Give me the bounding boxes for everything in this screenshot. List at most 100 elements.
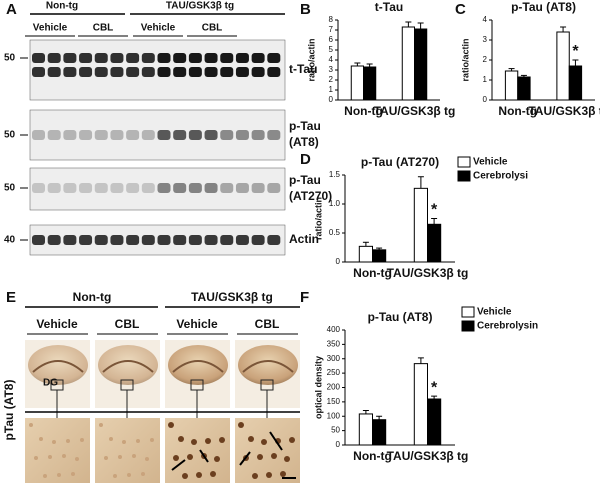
blot-band: [251, 53, 265, 63]
treatment-label: CBL: [115, 317, 140, 331]
blot-band: [204, 67, 218, 77]
chart-title: p-Tau (AT8): [368, 310, 433, 324]
panel-label: F: [300, 289, 309, 306]
group-label: Non-tg: [46, 1, 78, 12]
blot-band: [267, 67, 281, 77]
cell: [52, 440, 56, 444]
bar: [427, 398, 442, 446]
cell: [122, 440, 126, 444]
y-axis-label: ratio/actin: [306, 38, 316, 81]
blot-band: [47, 53, 61, 63]
group-label: TAU/GSK3β tg: [166, 1, 234, 12]
chart-title: p-Tau (AT8): [511, 0, 576, 14]
cell: [205, 438, 211, 444]
cell: [168, 422, 174, 428]
blot-band: [173, 53, 187, 63]
cell: [219, 437, 225, 443]
y-tick-label: 1.5: [329, 170, 341, 179]
blot-band: [220, 53, 234, 63]
x-tick-label: TAU/GSK3β tg: [387, 266, 469, 280]
band-label: (AT8): [289, 135, 319, 149]
significance-marker: *: [572, 43, 579, 60]
blot-band: [126, 67, 140, 77]
blot-band: [267, 130, 281, 140]
zoom-image: [95, 418, 160, 483]
blot-band: [235, 235, 249, 245]
blot-band: [251, 67, 265, 77]
blot-band: [79, 235, 93, 245]
blot-band: [251, 235, 265, 245]
y-tick-label: 350: [327, 339, 341, 348]
blot-band: [126, 130, 140, 140]
cell: [113, 474, 117, 478]
significance-marker: *: [431, 202, 438, 219]
cell: [284, 456, 290, 462]
mw-label: 50: [4, 53, 16, 64]
blot-band: [63, 53, 77, 63]
y-tick-label: 1: [329, 85, 334, 94]
blot-band: [220, 67, 234, 77]
zoom-image: [25, 418, 90, 483]
blot-band: [235, 130, 249, 140]
legend-swatch: [461, 320, 475, 332]
band-label: p-Tau: [289, 119, 321, 133]
bar: [372, 419, 387, 446]
blot-strip: [29, 167, 286, 211]
arrow: [239, 451, 251, 466]
legend-swatch: [457, 170, 471, 182]
chart-title: t-Tau: [375, 0, 403, 14]
blot-band: [63, 67, 77, 77]
blot-band: [47, 67, 61, 77]
cell: [136, 439, 140, 443]
legend-label: Vehicle: [473, 157, 508, 168]
bar: [372, 249, 387, 263]
hippocampus: [238, 345, 298, 385]
blot-band: [94, 235, 108, 245]
blot-band: [188, 130, 202, 140]
blot-band: [126, 183, 140, 193]
blot-band: [141, 53, 155, 63]
band-label: p-Tau: [289, 173, 321, 187]
cell: [127, 473, 131, 477]
cell: [196, 472, 202, 478]
cell: [257, 454, 263, 460]
region-label: DG: [43, 378, 58, 389]
y-tick-label: 4: [329, 55, 334, 64]
cell: [266, 472, 272, 478]
y-axis-label: optical density: [313, 356, 323, 419]
cell: [141, 472, 145, 476]
cell: [145, 457, 149, 461]
bar: [413, 363, 428, 446]
blot-band: [110, 130, 124, 140]
cell: [210, 471, 216, 477]
panel-label: A: [6, 1, 17, 18]
blot-band: [235, 67, 249, 77]
y-axis-label: ratio/actin: [460, 38, 470, 81]
cell: [238, 422, 244, 428]
blot-band: [267, 183, 281, 193]
y-tick-label: 3: [329, 65, 334, 74]
blot-band: [220, 183, 234, 193]
blot-band: [157, 235, 171, 245]
blot-band: [267, 235, 281, 245]
y-label: pTau (AT8): [2, 380, 16, 441]
blot-band: [63, 235, 77, 245]
blot-band: [188, 183, 202, 193]
blot-band: [220, 130, 234, 140]
blot-band: [32, 183, 45, 193]
treatment-label: Vehicle: [141, 23, 176, 34]
y-tick-label: 400: [327, 325, 341, 334]
blot-band: [126, 235, 140, 245]
panel-label: D: [300, 151, 311, 168]
bar: [413, 187, 428, 263]
blot-band: [157, 67, 171, 77]
panel-label: E: [6, 289, 16, 306]
bar: [358, 413, 373, 446]
legend-label: Cerebrolysi: [473, 171, 528, 182]
treatment-label: Vehicle: [33, 23, 68, 34]
blot-band: [94, 130, 108, 140]
blot-band: [141, 67, 155, 77]
zoom-image: [165, 418, 230, 483]
hippocampus-layer: [102, 360, 154, 373]
y-tick-label: 150: [327, 397, 341, 406]
